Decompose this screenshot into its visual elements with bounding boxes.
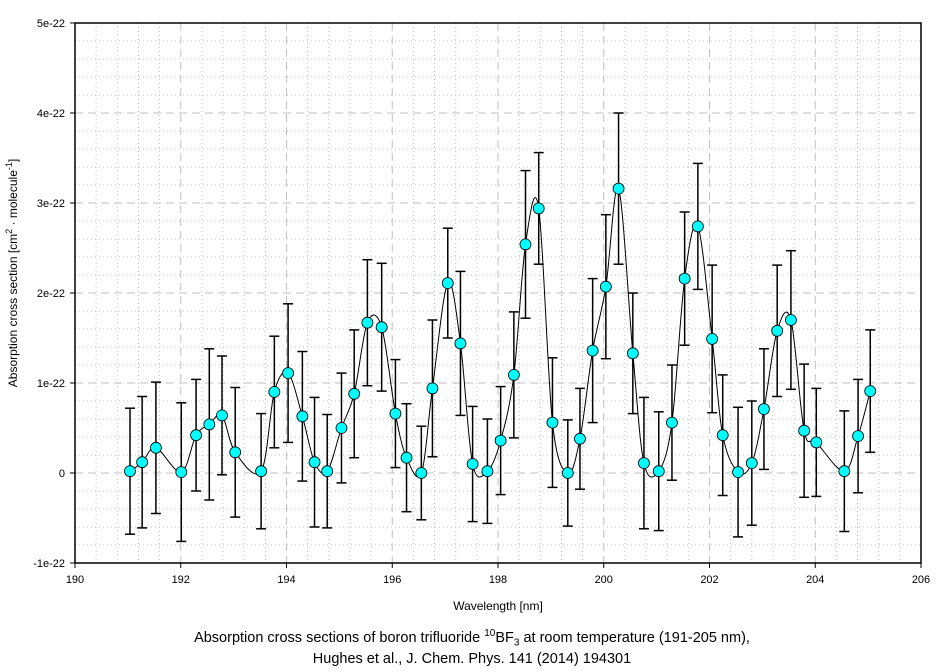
data-point	[389, 407, 402, 420]
data-point-layer	[124, 182, 877, 479]
y-tick-label: 3e-22	[37, 198, 65, 210]
data-point	[454, 337, 467, 350]
data-point	[599, 280, 612, 293]
y-tick-label: 1e-22	[37, 378, 65, 390]
data-point	[507, 368, 520, 381]
x-tick-label: 196	[383, 574, 401, 586]
caption-isotope: 10	[484, 628, 496, 639]
y-axis-label: Absorption cross section [cm2 · molecule…	[4, 159, 20, 387]
data-point	[216, 409, 228, 422]
data-point	[691, 220, 704, 233]
data-point	[771, 324, 784, 337]
data-point	[229, 446, 242, 459]
caption-title: Absorption cross sections of boron trifl…	[0, 628, 944, 649]
caption-reference: Hughes et al., J. Chem. Phys. 141 (2014)…	[312, 651, 632, 667]
y-label-mid: · molecule	[6, 170, 20, 229]
data-point	[758, 403, 770, 416]
data-point	[175, 466, 188, 479]
data-point	[586, 344, 599, 357]
x-tick-label: 200	[595, 574, 613, 586]
data-point	[574, 432, 586, 445]
data-point	[308, 456, 321, 469]
x-tick-label: 198	[489, 574, 507, 586]
y-label-sup2: -1	[4, 162, 14, 170]
y-tick-label: 2e-22	[37, 288, 65, 300]
data-point	[375, 321, 388, 334]
data-point	[546, 416, 559, 429]
y-tick-label: -1e-22	[33, 558, 65, 570]
data-point	[268, 386, 281, 398]
data-point	[678, 272, 691, 285]
data-point	[519, 238, 532, 251]
data-point	[626, 347, 639, 360]
data-point	[296, 410, 309, 423]
data-point	[706, 332, 719, 345]
data-point	[335, 422, 348, 434]
y-label-end: ]	[6, 159, 20, 162]
data-point	[481, 465, 494, 478]
data-point	[864, 385, 877, 398]
y-label-main: Absorption cross section [cm	[6, 234, 20, 387]
data-point	[798, 424, 811, 437]
x-tick-label: 190	[66, 574, 84, 586]
data-point	[612, 182, 625, 195]
data-point	[638, 457, 650, 470]
data-point	[532, 202, 545, 215]
x-tick-label: 202	[700, 574, 718, 586]
x-tick-label: 194	[277, 574, 295, 586]
data-point	[255, 465, 268, 478]
data-point	[810, 436, 823, 449]
grid	[75, 23, 921, 563]
data-point	[716, 429, 729, 442]
y-axis-ticks: -1e-22 0 1e-22 2e-22 3e-22 4e-22 5e-22	[33, 18, 75, 570]
x-axis-ticks: 190 192 194 196 198 200 202 204 206	[66, 563, 930, 586]
data-point	[400, 451, 413, 464]
data-point	[852, 430, 864, 443]
data-point	[426, 382, 439, 395]
caption-formula: BF	[495, 629, 514, 646]
x-tick-label: 206	[912, 574, 930, 586]
y-label-sup1: 2	[4, 229, 14, 234]
data-point	[124, 465, 136, 478]
data-point	[415, 467, 428, 479]
data-point	[561, 467, 574, 479]
x-tick-label: 204	[806, 574, 824, 586]
data-point	[441, 277, 454, 290]
x-axis-label: Wavelength [nm]	[453, 599, 543, 613]
data-point	[282, 367, 294, 380]
data-point	[348, 387, 361, 400]
error-bar-layer	[124, 112, 876, 543]
data-point	[190, 429, 202, 442]
chart: 190 192 194 196 198 200 202 204 206 -1e-22 0 1e-22…	[4, 18, 930, 613]
data-point	[136, 456, 149, 469]
data-point	[652, 465, 665, 478]
caption-formula-sub: 3	[513, 637, 520, 649]
x-tick-label: 192	[172, 574, 190, 586]
y-tick-label: 5e-22	[37, 18, 65, 30]
data-point	[149, 441, 162, 454]
data-point	[321, 465, 334, 478]
data-point	[666, 416, 678, 429]
data-point	[203, 418, 216, 431]
data-point	[494, 434, 507, 447]
caption-title-pre: Absorption cross sections of boron trifl…	[194, 629, 485, 646]
data-point	[838, 465, 851, 478]
data-point	[361, 316, 374, 329]
data-point	[785, 314, 797, 326]
y-tick-label: 4e-22	[37, 108, 65, 120]
data-point	[745, 457, 758, 470]
y-tick-label: 0	[59, 468, 65, 480]
data-point	[466, 458, 479, 470]
caption-title-post: at room temperature (191-205 nm),	[519, 629, 750, 646]
data-point	[732, 466, 744, 479]
